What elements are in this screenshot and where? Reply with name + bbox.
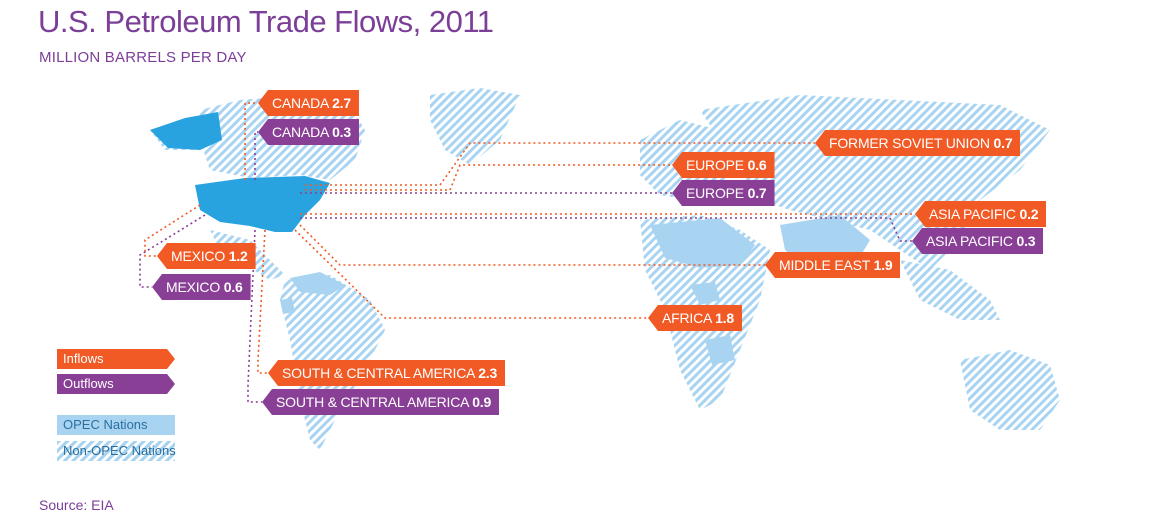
flow-tag-africa-in: AFRICA 1.8 [648, 305, 742, 331]
flow-region: MEXICO [171, 248, 226, 264]
flow-value: 0.7 [747, 185, 767, 201]
flow-line-canada-in [244, 102, 258, 180]
flow-lines [139, 102, 915, 403]
flow-value: 0.6 [747, 157, 767, 173]
flow-region: MEXICO [166, 279, 221, 295]
flow-region: ASIA PACIFIC [929, 206, 1016, 222]
page-subtitle: MILLION BARRELS PER DAY [39, 49, 247, 66]
flow-value: 0.3 [1016, 233, 1036, 249]
flow-tag-asia-in: ASIA PACIFIC 0.2 [915, 201, 1047, 227]
flow-tag-europe-out: EUROPE 0.7 [672, 180, 775, 206]
flow-region: SOUTH & CENTRAL AMERICA [282, 365, 475, 381]
flow-value: 0.9 [472, 394, 492, 410]
greenland [430, 88, 520, 165]
australia [960, 350, 1060, 430]
southeast-asia [900, 260, 1000, 320]
source-note: Source: EIA [39, 497, 114, 513]
flow-tag-asia-out: ASIA PACIFIC 0.3 [912, 228, 1044, 254]
flow-line-canada-out [254, 131, 258, 180]
legend-inflows: Inflows [57, 349, 175, 369]
flow-region: EUROPE [686, 157, 744, 173]
flow-tag-canada-out: CANADA 0.3 [258, 119, 359, 145]
angola [705, 335, 735, 365]
flow-tag-sca-in: SOUTH & CENTRAL AMERICA 2.3 [268, 360, 506, 386]
flow-region: MIDDLE EAST [779, 257, 870, 273]
flow-region: ASIA PACIFIC [926, 233, 1013, 249]
flow-line-asia-out [300, 217, 912, 242]
flow-region: SOUTH & CENTRAL AMERICA [276, 394, 469, 410]
flow-tag-fsu-in: FORMER SOVIET UNION 0.7 [815, 130, 1021, 156]
alaska-usa [150, 112, 222, 150]
flow-value: 1.9 [873, 257, 893, 273]
flow-tag-canada-in: CANADA 2.7 [258, 90, 359, 116]
flow-region: AFRICA [662, 310, 712, 326]
legend-outflows: Outflows [57, 374, 175, 394]
flow-line-africa-in [294, 229, 648, 319]
flow-line-sca-in [257, 229, 268, 374]
flow-value: 0.2 [1019, 206, 1039, 222]
flow-line-fsu-in [305, 142, 815, 186]
flow-value: 0.7 [993, 135, 1013, 151]
flow-line-middle-east-in [299, 224, 765, 266]
flow-line-europe-in [305, 164, 672, 191]
flow-value: 1.2 [228, 248, 248, 264]
flow-value: 0.3 [332, 124, 351, 140]
legend-non-opec: Non-OPEC Nations [57, 441, 176, 461]
north-africa-opec [650, 218, 755, 268]
usa [195, 176, 330, 232]
flow-region: CANADA [272, 95, 329, 111]
flow-tag-sca-out: SOUTH & CENTRAL AMERICA 0.9 [262, 389, 500, 415]
flow-tag-mexico-out: MEXICO 0.6 [152, 274, 251, 300]
page-title: U.S. Petroleum Trade Flows, 2011 [38, 4, 494, 39]
opec-regions [280, 215, 870, 365]
flow-region: CANADA [272, 124, 329, 140]
flow-region: EUROPE [686, 185, 744, 201]
flow-tag-europe-in: EUROPE 0.6 [672, 152, 775, 178]
flow-value: 0.6 [223, 279, 243, 295]
legend-opec: OPEC Nations [57, 415, 175, 435]
flow-tag-mexico-in: MEXICO 1.2 [157, 243, 256, 269]
ecuador [280, 298, 295, 314]
nigeria [690, 282, 720, 305]
flow-region: FORMER SOVIET UNION [829, 135, 990, 151]
venezuela [290, 272, 345, 295]
flow-value: 2.7 [332, 95, 351, 111]
flow-tag-middle-east-in: MIDDLE EAST 1.9 [765, 252, 901, 278]
flow-value: 1.8 [715, 310, 734, 326]
flow-value: 2.3 [478, 365, 498, 381]
